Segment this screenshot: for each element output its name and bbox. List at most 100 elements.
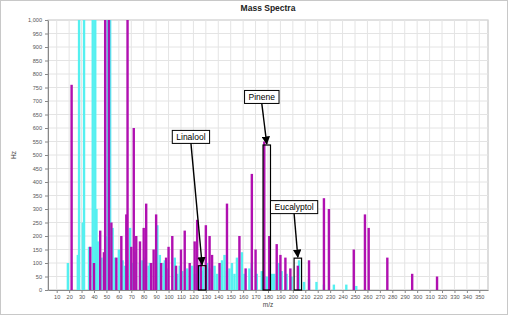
- x-tick: 310: [425, 290, 434, 300]
- y-tick: 950: [33, 31, 48, 37]
- bar: [130, 247, 132, 290]
- x-tick-label: 330: [450, 294, 459, 300]
- y-tick-mark: [45, 34, 48, 35]
- x-tick: 120: [189, 290, 198, 300]
- x-tick-label: 140: [214, 294, 223, 300]
- x-tick-label: 100: [164, 294, 173, 300]
- grid-line-y: [48, 60, 488, 61]
- y-tick-label: 950: [33, 31, 42, 37]
- grid-line-y: [48, 20, 488, 21]
- bar: [145, 204, 147, 290]
- bar: [297, 266, 299, 290]
- x-tick-mark: [131, 290, 132, 293]
- y-tick-mark: [45, 128, 48, 129]
- x-tick: 130: [202, 290, 211, 300]
- y-tick-label: 550: [33, 139, 42, 145]
- bar: [244, 268, 246, 290]
- y-tick-mark: [45, 277, 48, 278]
- bar: [165, 258, 167, 290]
- bar: [78, 20, 80, 290]
- y-tick: 800: [33, 71, 48, 77]
- bar: [186, 268, 188, 290]
- bar: [118, 250, 120, 291]
- x-tick-label: 40: [91, 294, 97, 300]
- grid-line-y: [48, 155, 488, 156]
- x-tick-label: 300: [413, 294, 422, 300]
- x-tick: 30: [79, 290, 85, 300]
- bar: [110, 223, 112, 291]
- x-tick: 150: [227, 290, 236, 300]
- x-tick-mark: [144, 290, 145, 293]
- x-tick: 290: [401, 290, 410, 300]
- bar: [386, 258, 388, 290]
- y-tick-label: 400: [33, 179, 42, 185]
- y-tick-label: 600: [33, 125, 42, 131]
- x-tick-mark: [380, 290, 381, 293]
- x-tick-mark: [479, 290, 480, 293]
- x-tick: 350: [475, 290, 484, 300]
- bar: [89, 247, 91, 290]
- x-tick: 270: [376, 290, 385, 300]
- x-tick-mark: [256, 290, 257, 293]
- annotation-box: [294, 258, 301, 290]
- x-tick-label: 220: [314, 294, 323, 300]
- x-tick-label: 50: [104, 294, 110, 300]
- x-tick: 190: [276, 290, 285, 300]
- grid-line-y: [48, 47, 488, 48]
- x-tick: 180: [264, 290, 273, 300]
- x-tick-mark: [417, 290, 418, 293]
- background: [1, 1, 508, 315]
- y-tick-mark: [45, 101, 48, 102]
- bar: [93, 263, 95, 290]
- y-tick-label: 150: [33, 247, 42, 253]
- bar: [284, 258, 286, 290]
- x-tick-label: 250: [351, 294, 360, 300]
- annotation-text: Eucalyptol: [274, 202, 313, 212]
- x-tick-label: 20: [67, 294, 73, 300]
- x-tick-label: 30: [79, 294, 85, 300]
- x-tick-label: 150: [227, 294, 236, 300]
- y-tick-label: 1,000: [28, 17, 42, 23]
- grid-line-y: [48, 141, 488, 142]
- y-tick-label: 900: [33, 44, 42, 50]
- y-tick: 1,000: [28, 17, 48, 23]
- x-tick: 330: [450, 290, 459, 300]
- bar: [367, 228, 369, 290]
- annotation-label: Linalool: [172, 130, 209, 143]
- bar: [133, 128, 135, 290]
- y-tick: 450: [33, 166, 48, 172]
- x-tick: 10: [54, 290, 60, 300]
- grid-line-y: [48, 168, 488, 169]
- x-tick-label: 280: [388, 294, 397, 300]
- y-tick-mark: [45, 196, 48, 197]
- bar: [152, 250, 154, 291]
- grid-line-y: [48, 87, 488, 88]
- x-tick: 80: [141, 290, 147, 300]
- x-tick: 70: [129, 290, 135, 300]
- x-tick-mark: [218, 290, 219, 293]
- bar: [180, 250, 182, 291]
- y-tick-mark: [45, 142, 48, 143]
- y-tick: 200: [33, 233, 48, 239]
- grid-line-y: [48, 74, 488, 75]
- bar: [120, 236, 122, 290]
- x-tick: 100: [164, 290, 173, 300]
- bar: [333, 285, 335, 290]
- annotations: LinaloolPineneEucalyptol: [172, 90, 317, 290]
- y-tick-mark: [45, 223, 48, 224]
- x-tick-label: 200: [289, 294, 298, 300]
- x-tick-mark: [280, 290, 281, 293]
- x-tick: 220: [314, 290, 323, 300]
- x-tick-mark: [119, 290, 120, 293]
- grid-line-y: [48, 114, 488, 115]
- bar: [323, 198, 325, 290]
- bar: [355, 286, 357, 290]
- x-tick-label: 90: [154, 294, 160, 300]
- bar: [139, 241, 141, 290]
- x-tick-label: 260: [363, 294, 372, 300]
- bar: [135, 236, 137, 290]
- x-tick-label: 290: [401, 294, 410, 300]
- x-tick-mark: [57, 290, 58, 293]
- grid-line-y: [48, 182, 488, 183]
- annotation-label: Eucalyptol: [270, 201, 317, 214]
